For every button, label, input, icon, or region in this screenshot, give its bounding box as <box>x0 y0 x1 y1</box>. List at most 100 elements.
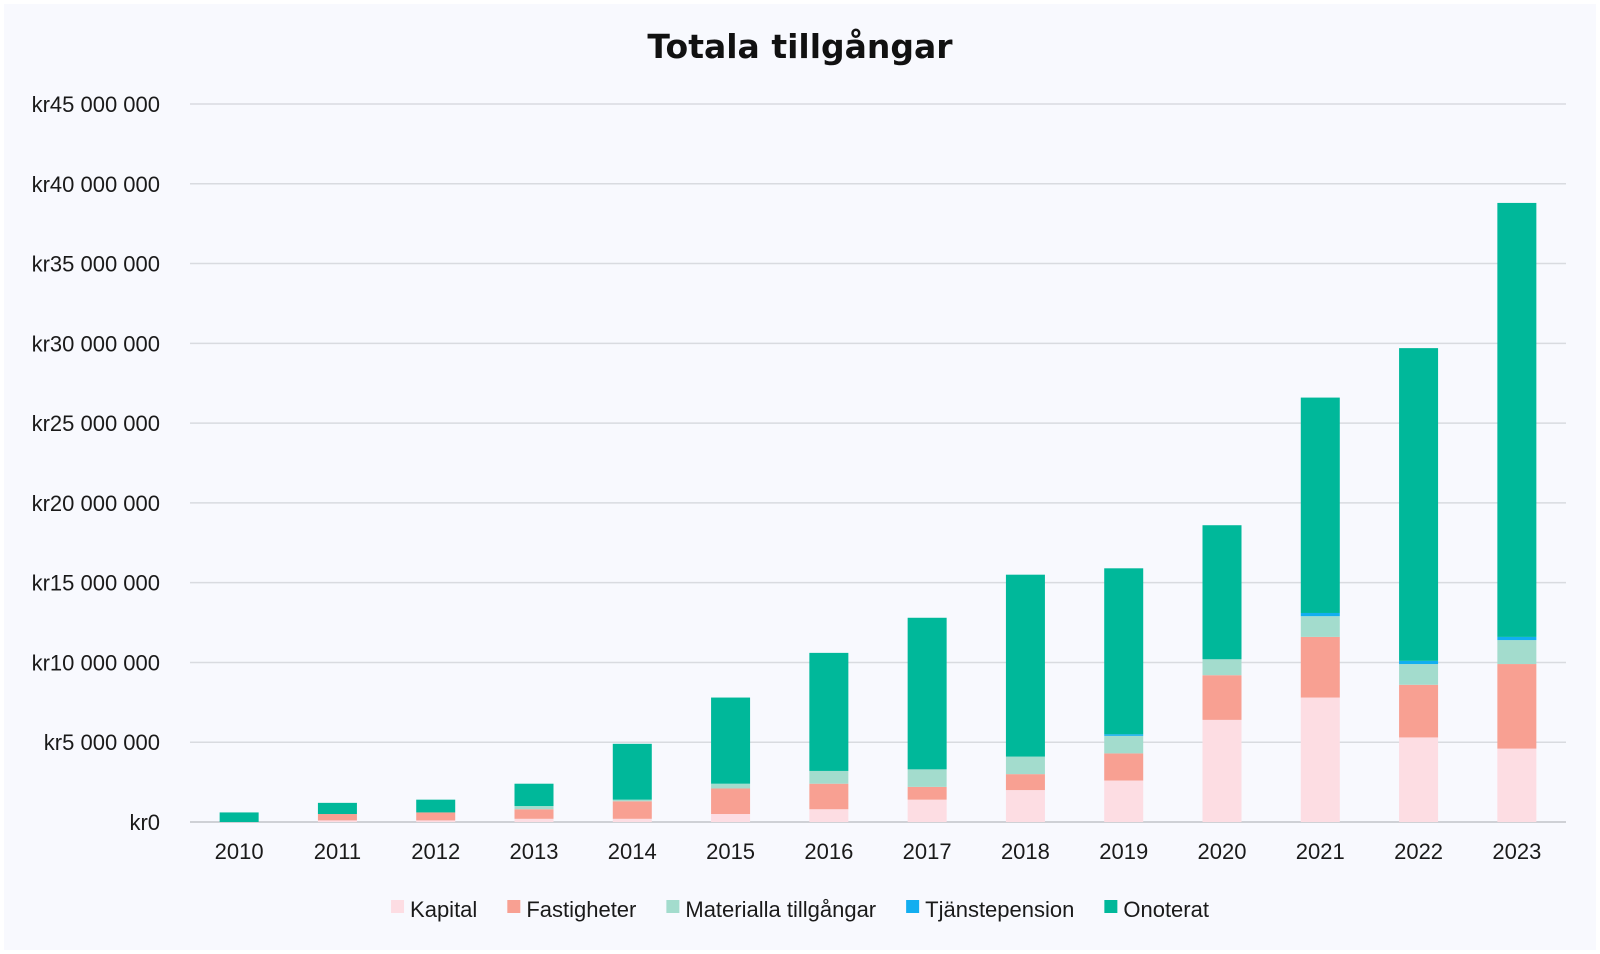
bar-segment-kapital-2022 <box>1399 737 1439 822</box>
y-tick-label: kr10 000 000 <box>32 650 160 675</box>
bar-segment-onoterat-2010 <box>219 812 259 822</box>
legend-label: Kapital <box>410 897 477 922</box>
bar-segment-onoterat-2020 <box>1202 525 1242 660</box>
y-tick-label: kr40 000 000 <box>32 172 160 197</box>
y-tick-label: kr15 000 000 <box>32 571 160 596</box>
bar-segment-kapital-2014 <box>612 818 652 822</box>
bar-segment-materialla-tillgångar-2019 <box>1104 735 1144 754</box>
x-tick-label: 2010 <box>215 839 264 864</box>
bar-segment-fastigheter-2021 <box>1300 636 1340 698</box>
bar-segment-onoterat-2017 <box>907 617 947 770</box>
chart-title: Totala tillgångar <box>647 27 953 66</box>
x-tick-label: 2017 <box>903 839 952 864</box>
bar-segment-fastigheter-2014 <box>612 801 652 819</box>
bar-segment-fastigheter-2022 <box>1399 684 1439 738</box>
bar-segment-materialla-tillgångar-2023 <box>1497 640 1537 665</box>
bar-segment-kapital-2016 <box>809 809 849 822</box>
x-tick-label: 2023 <box>1492 839 1541 864</box>
y-tick-label: kr45 000 000 <box>32 92 160 117</box>
bar-segment-onoterat-2021 <box>1300 397 1340 613</box>
bar-segment-fastigheter-2016 <box>809 783 849 810</box>
legend-swatch <box>507 900 521 913</box>
bar-segment-materialla-tillgångar-2013 <box>514 806 554 810</box>
x-tick-label: 2015 <box>706 839 755 864</box>
bar-segment-fastigheter-2013 <box>514 809 554 819</box>
legend-item-tjänstepension: Tjänstepension <box>906 897 1074 922</box>
legend-label: Tjänstepension <box>925 897 1074 922</box>
bar-segment-onoterat-2019 <box>1104 568 1144 735</box>
bar-segment-fastigheter-2019 <box>1104 753 1144 781</box>
y-axis-ticks: kr0 kr5 000 000 kr10 000 000 kr15 000 000 kr… <box>32 92 160 835</box>
bars <box>219 202 1537 822</box>
bar-segment-kapital-2017 <box>907 799 947 822</box>
bar-segment-kapital-2011 <box>317 820 357 822</box>
bar-segment-onoterat-2023 <box>1497 202 1537 637</box>
bar-segment-fastigheter-2020 <box>1202 675 1242 720</box>
bar-segment-materialla-tillgångar-2016 <box>809 770 849 784</box>
y-tick-label: kr25 000 000 <box>32 411 160 436</box>
gridlines <box>190 103 1566 823</box>
x-tick-label: 2014 <box>608 839 657 864</box>
bar-segment-materialla-tillgångar-2022 <box>1399 664 1439 685</box>
y-tick-label: kr0 <box>129 810 160 835</box>
bar-segment-kapital-2018 <box>1005 790 1045 822</box>
y-tick-label: kr30 000 000 <box>32 331 160 356</box>
legend-label: Onoterat <box>1123 897 1209 922</box>
x-tick-label: 2019 <box>1099 839 1148 864</box>
bar-segment-kapital-2021 <box>1300 697 1340 822</box>
bar-segment-materialla-tillgångar-2014 <box>612 799 652 802</box>
legend-item-fastigheter: Fastigheter <box>507 897 636 922</box>
bar-segment-onoterat-2014 <box>612 743 652 800</box>
bar-segment-onoterat-2018 <box>1005 574 1045 757</box>
y-tick-label: kr5 000 000 <box>44 730 160 755</box>
bar-segment-materialla-tillgångar-2015 <box>711 783 751 789</box>
bar-segment-onoterat-2022 <box>1399 348 1439 661</box>
bar-segment-kapital-2023 <box>1497 748 1537 822</box>
x-tick-label: 2022 <box>1394 839 1443 864</box>
bar-segment-kapital-2020 <box>1202 719 1242 822</box>
x-tick-label: 2011 <box>314 839 361 864</box>
bar-segment-kapital-2019 <box>1104 780 1144 822</box>
legend-swatch <box>906 900 920 913</box>
bar-segment-fastigheter-2023 <box>1497 664 1537 749</box>
bar-segment-tjänstepension-2022 <box>1399 660 1439 665</box>
bar-segment-tjänstepension-2021 <box>1300 612 1340 617</box>
bar-segment-onoterat-2015 <box>711 697 751 784</box>
bar-segment-tjänstepension-2023 <box>1497 636 1537 641</box>
bar-segment-kapital-2015 <box>711 814 751 822</box>
x-axis-ticks: 2010 2011 2012 2013 2014 2015 2016 2017 2018 2019… <box>215 839 1542 864</box>
bar-segment-fastigheter-2017 <box>907 786 947 800</box>
legend-label: Materialla tillgångar <box>685 897 876 922</box>
x-tick-label: 2013 <box>510 839 559 864</box>
legend-swatch <box>1104 900 1118 913</box>
legend-item-kapital: Kapital <box>391 897 477 922</box>
legend-item-onoterat: Onoterat <box>1104 897 1209 922</box>
y-tick-label: kr20 000 000 <box>32 491 160 516</box>
bar-segment-onoterat-2012 <box>416 799 456 813</box>
bar-segment-fastigheter-2011 <box>317 814 357 821</box>
bar-segment-materialla-tillgångar-2020 <box>1202 659 1242 676</box>
bar-segment-fastigheter-2012 <box>416 812 456 821</box>
bar-segment-materialla-tillgångar-2018 <box>1005 756 1045 775</box>
x-tick-label: 2020 <box>1198 839 1247 864</box>
bar-segment-materialla-tillgångar-2021 <box>1300 616 1340 637</box>
bar-segment-fastigheter-2018 <box>1005 774 1045 791</box>
bar-segment-onoterat-2013 <box>514 783 554 807</box>
bar-segment-fastigheter-2015 <box>711 788 751 815</box>
bar-segment-kapital-2013 <box>514 818 554 822</box>
bar-segment-materialla-tillgångar-2017 <box>907 769 947 787</box>
bar-segment-tjänstepension-2019 <box>1104 734 1144 736</box>
legend-swatch <box>391 900 405 913</box>
legend-swatch <box>666 900 680 913</box>
bar-segment-onoterat-2011 <box>317 802 357 815</box>
x-tick-label: 2016 <box>804 839 853 864</box>
x-tick-label: 2012 <box>411 839 460 864</box>
y-tick-label: kr35 000 000 <box>32 252 160 277</box>
bar-segment-kapital-2012 <box>416 820 456 822</box>
legend-label: Fastigheter <box>526 897 636 922</box>
bar-segment-onoterat-2016 <box>809 652 849 771</box>
x-tick-label: 2018 <box>1001 839 1050 864</box>
legend-item-materialla-tillgångar: Materialla tillgångar <box>666 897 876 922</box>
x-tick-label: 2021 <box>1296 839 1345 864</box>
